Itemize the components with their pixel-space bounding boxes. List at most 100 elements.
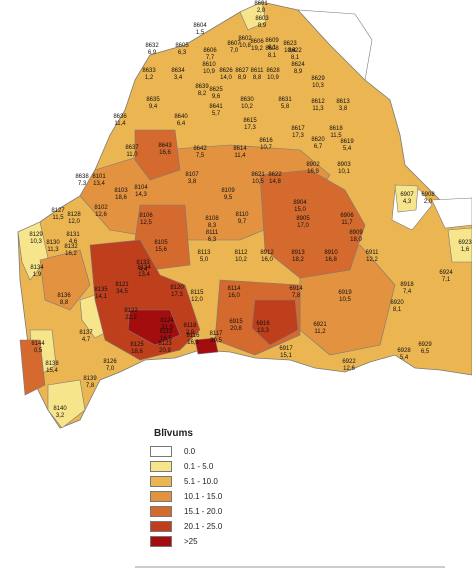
region-density-value: 10,7 (260, 145, 272, 151)
map-core-area (194, 337, 219, 355)
region-density-value: 4,3 (403, 199, 412, 205)
region-code: 8639 (195, 84, 209, 90)
region-density-value: 31,9 (161, 325, 173, 331)
region-code: 8120 (170, 285, 184, 291)
region-density-value: 16,5 (160, 336, 172, 342)
region-density-value: 14,3 (135, 192, 147, 198)
region-density-value: 10,9 (267, 75, 279, 81)
region-density-value: 11,3 (312, 106, 324, 112)
region-code: 8109 (221, 188, 235, 194)
map-empty-area (297, 9, 373, 81)
region-density-value: 7,1 (442, 277, 451, 283)
region-code: 8602 (238, 36, 252, 42)
region-code: 8611 (251, 68, 265, 74)
region-density-value: 8,2 (198, 91, 207, 97)
region-code: 6908 (421, 192, 435, 198)
region-code: 8135 (94, 287, 108, 293)
region-density-value: 11,7 (341, 220, 353, 226)
region-code: 8126 (103, 359, 117, 365)
map-legend: Blīvums 0.0 0.1 - 5.0 5.1 - 10.0 10.1 - 15.… (150, 428, 260, 549)
region-density-value: 8,1 (393, 307, 402, 313)
region-code: 6919 (338, 290, 352, 296)
region-density-value: 11,5 (330, 133, 342, 139)
legend-row: 5.1 - 10.0 (150, 474, 260, 489)
region-code: 8622 (268, 172, 282, 178)
map-core-area (251, 299, 299, 346)
legend-row: 0.0 (150, 444, 260, 459)
region-density-value: 34,5 (116, 289, 128, 295)
legend-row: >25 (150, 534, 260, 549)
region-code: 8620 (311, 137, 325, 143)
region-code: 8603 (255, 16, 269, 22)
region-density-value: 8,1 (268, 53, 277, 59)
map-high-area (259, 169, 366, 279)
region-density-value: 16,8 (325, 257, 337, 263)
region-code: 8102 (94, 205, 108, 211)
legend-swatch (150, 476, 172, 487)
region-density-value: 10,5 (252, 179, 264, 185)
region-code: 6921 (313, 322, 327, 328)
region-density-value: 10,9 (203, 69, 215, 75)
region-density-value: 10,5 (339, 297, 351, 303)
region-code: 8634 (171, 68, 185, 74)
region-code: 8909 (349, 230, 363, 236)
region-code: 8136 (57, 293, 71, 299)
region-code: 8619 (340, 139, 354, 145)
region-density-value: 11,5 (52, 215, 64, 221)
region-density-value: 17,0 (297, 223, 309, 229)
region-density-value: 5,4 (343, 146, 352, 152)
region-density-value: 9,7 (238, 219, 247, 225)
region-code: 8123 (158, 341, 172, 347)
region-density-value: 19,2 (251, 46, 263, 52)
legend-label: >25 (184, 537, 198, 546)
region-density-value: 4,7 (82, 337, 91, 343)
region-density-value: 3,8 (339, 106, 348, 112)
map-mid-area (39, 249, 91, 311)
region-code: 8121 (115, 282, 129, 288)
region-code: 8918 (400, 282, 414, 288)
region-code: 8643 (158, 143, 172, 149)
region-density-value: 8,3 (208, 223, 217, 229)
region-code: 8902 (306, 162, 320, 168)
region-code: 8106 (139, 213, 153, 219)
map-high-area (19, 339, 46, 396)
region-density-value: 8,9 (238, 75, 247, 81)
region-density-value: 16,0 (261, 257, 273, 263)
region-density-value: 12,2 (366, 257, 378, 263)
region-density-value: 15,4 (46, 368, 58, 374)
region-density-value: 6,3 (178, 50, 187, 56)
region-density-value: 2,9 (186, 330, 195, 336)
region-labels: 86012,086038,986041,5860210,886096,18623… (29, 1, 472, 419)
legend-label: 0.1 - 5.0 (184, 462, 214, 471)
region-density-value: 10,2 (241, 104, 253, 110)
legend-label: 20.1 - 25.0 (184, 522, 223, 531)
